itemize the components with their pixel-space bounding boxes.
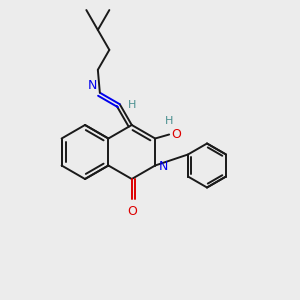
Text: O: O — [171, 128, 181, 141]
Text: N: N — [159, 160, 169, 173]
Text: H: H — [165, 116, 173, 125]
Text: O: O — [127, 205, 137, 218]
Text: H: H — [128, 100, 136, 110]
Text: N: N — [88, 79, 97, 92]
